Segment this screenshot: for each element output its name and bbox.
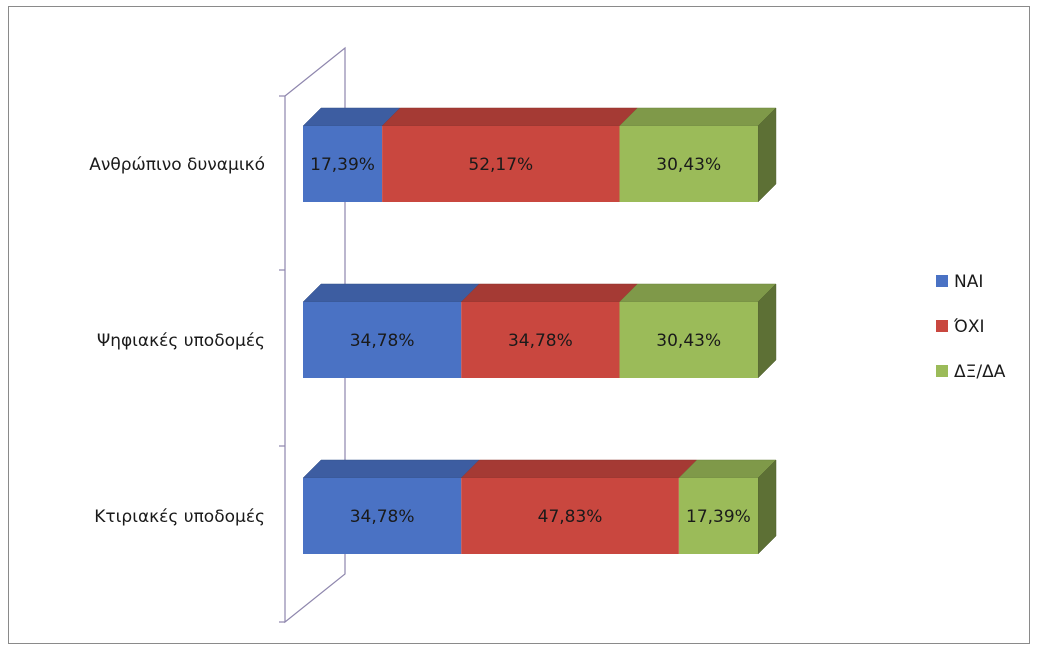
bars: 17,39% 52,17% 30,43% 34,78% 34,78% 30,43% 34,7…: [302, 107, 777, 555]
bar-segment: [303, 302, 462, 378]
bar-segment: [619, 302, 758, 378]
data-label: 34,78%: [508, 331, 573, 351]
bar-top-face: [618, 283, 777, 303]
data-label: 30,43%: [656, 331, 721, 351]
data-label: 34,78%: [350, 331, 415, 351]
category-label: Κτιριακές υποδομές: [94, 507, 265, 527]
bar-segment: [678, 478, 758, 554]
category-label: Ψηφιακές υποδομές: [97, 331, 265, 351]
bar-top-face: [460, 283, 639, 303]
bar-side-face: [757, 107, 777, 203]
legend-label-dkna: ΔΞ/ΔΑ: [954, 362, 1006, 382]
bar-top-face: [302, 283, 480, 303]
bar-segment: [619, 126, 758, 202]
data-label: 34,78%: [350, 507, 415, 527]
data-label: 30,43%: [656, 155, 721, 175]
bar-top-face: [618, 107, 777, 127]
bar-top-face: [381, 107, 639, 127]
legend: ΝΑΙ ΌΧΙ ΔΞ/ΔΑ: [936, 272, 1006, 382]
bar-segment: [382, 126, 620, 202]
data-label: 17,39%: [310, 155, 375, 175]
data-label: 47,83%: [538, 507, 603, 527]
bar-segment: [303, 478, 462, 554]
bar-top-face: [460, 459, 698, 479]
legend-swatch-oxi: [936, 320, 948, 332]
bar-side-face: [757, 283, 777, 379]
legend-label-oxi: ΌΧΙ: [953, 317, 984, 337]
data-label: 17,39%: [686, 507, 751, 527]
category-labels: Ανθρώπινο δυναμικό Ψηφιακές υποδομές Κτι…: [89, 155, 265, 527]
bar-top-face: [302, 459, 480, 479]
legend-swatch-nai: [936, 275, 948, 287]
category-label: Ανθρώπινο δυναμικό: [89, 155, 265, 175]
data-label: 52,17%: [468, 155, 533, 175]
legend-label-nai: ΝΑΙ: [954, 272, 983, 292]
bar-segment: [303, 126, 383, 202]
legend-swatch-dkna: [936, 365, 948, 377]
bar-segment: [461, 302, 620, 378]
bar-segment: [461, 478, 679, 554]
